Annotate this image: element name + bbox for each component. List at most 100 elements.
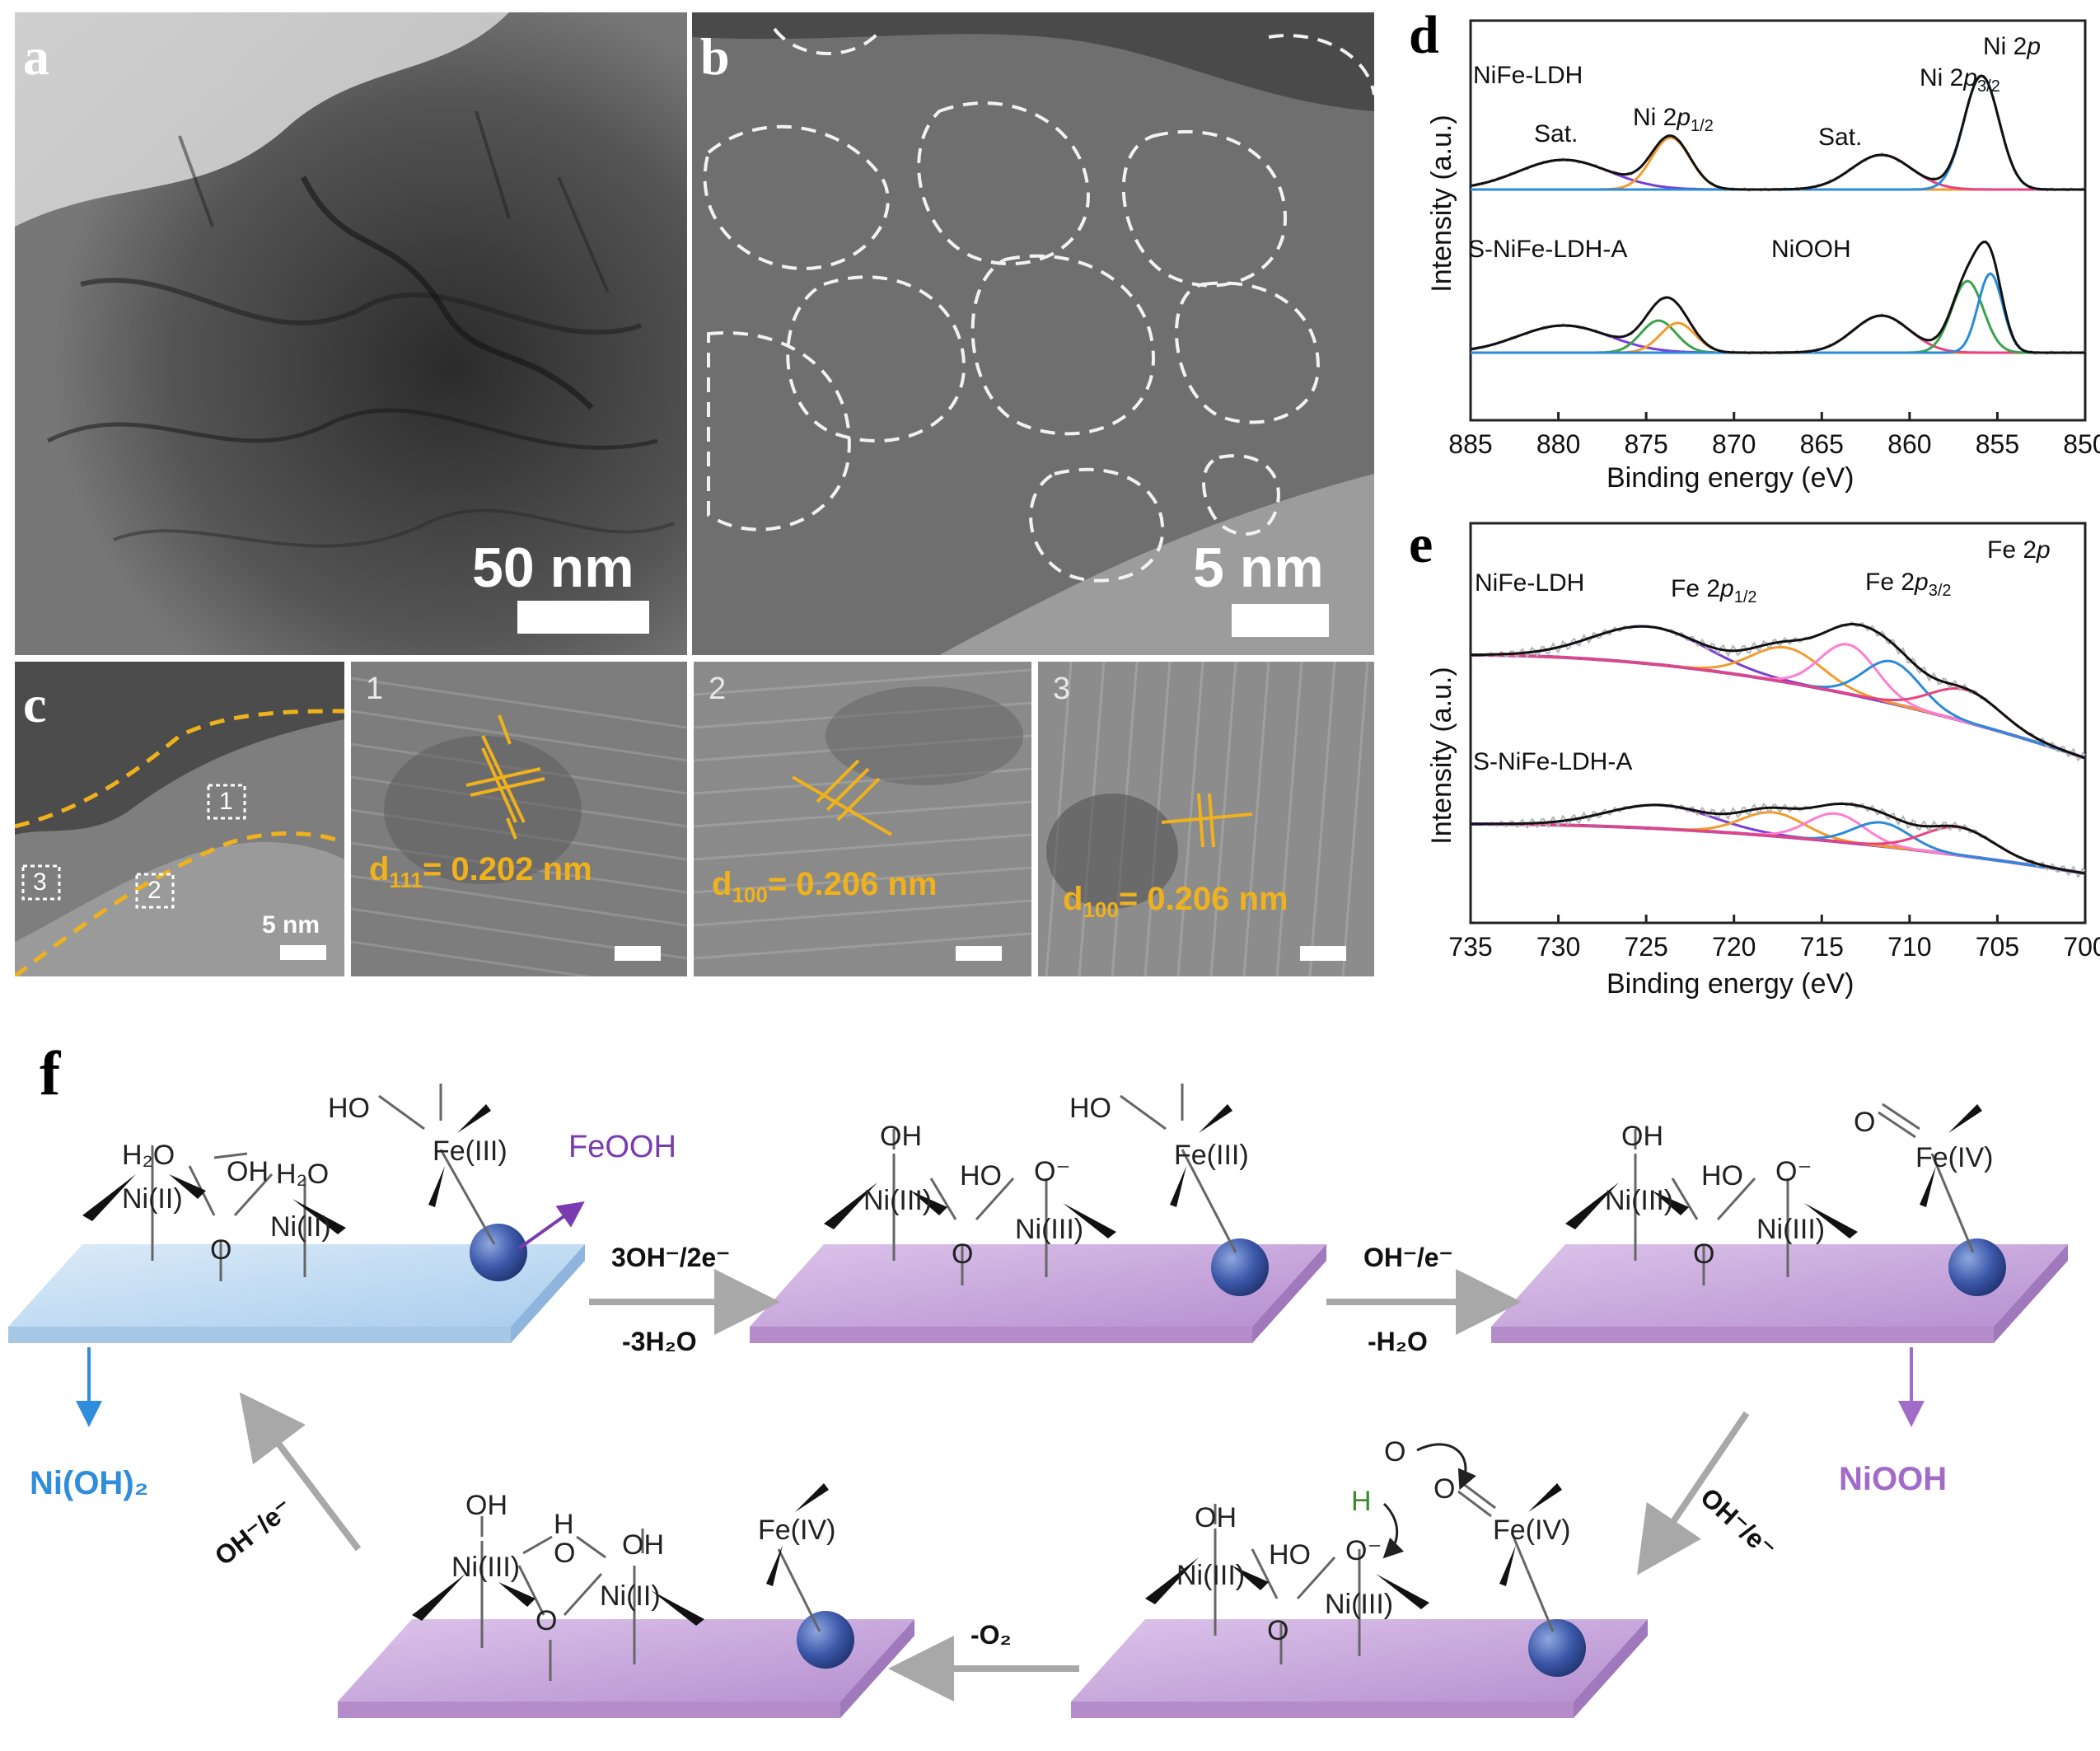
chart-d-bottom-component-5 xyxy=(1471,272,2085,354)
inset-number-2: 2 xyxy=(709,672,727,706)
x-tick-label-1: 880 xyxy=(1536,429,1580,459)
s3-ni2: Ni(III) xyxy=(1756,1214,1826,1245)
x-tick-label-3: 720 xyxy=(1712,932,1756,962)
scale-bar-c xyxy=(280,945,326,960)
xps-plot-d: 885 880 875 870 865 860 855 850 xyxy=(1448,19,2100,459)
s4-ni1: Ni(III) xyxy=(1176,1560,1246,1591)
arrow-4-label: -O₂ xyxy=(970,1620,1012,1650)
p12-sub-d: 1/2 xyxy=(1691,117,1714,135)
chart-e-bottom-component-3 xyxy=(1471,821,2086,875)
wedges-s3 xyxy=(1565,1104,1982,1238)
s1-o: O xyxy=(210,1234,232,1266)
x-tick-label-2: 875 xyxy=(1624,429,1667,459)
chart-e-bottom-envelope xyxy=(1470,803,2086,875)
p12-main-e: Fe 2 xyxy=(1671,575,1721,602)
niooh-label-d: NiOOH xyxy=(1771,236,1851,263)
chart-d-bottom-component-2 xyxy=(1471,321,2085,354)
hrtem-inset-3: 3 d100= 0.206 nm xyxy=(1038,662,1374,976)
wedges-s2 xyxy=(824,1104,1232,1238)
tem-panel-b: b 5 nm xyxy=(692,12,1374,655)
bonds-s3 xyxy=(1634,1103,1975,1285)
s3-ni1: Ni(III) xyxy=(1605,1185,1674,1216)
s4-h: H xyxy=(1351,1486,1372,1517)
scale-bar-b xyxy=(1232,604,1329,637)
x-tick-label-2: 725 xyxy=(1624,932,1667,962)
s5-o: O xyxy=(536,1605,558,1636)
xps-chart-d: d Intensity (a.u.) 885 880 875 870 865 860 855… xyxy=(1392,0,2100,503)
p32-italic-e: p xyxy=(1915,569,1929,596)
x-tick-label-0: 885 xyxy=(1448,429,1492,459)
tem-image-c xyxy=(15,662,344,976)
bonds-s2 xyxy=(892,1084,1237,1285)
plate-3 xyxy=(1491,1244,2068,1343)
s2-fe: Fe(III) xyxy=(1174,1140,1249,1171)
s2-ni2: Ni(III) xyxy=(1015,1214,1084,1245)
p32-italic-d: p xyxy=(1963,64,1978,91)
box-label-1: 1 xyxy=(219,788,233,815)
xlabel-e: Binding energy (eV) xyxy=(1607,968,1854,1000)
s1-ni1: Ni(II) xyxy=(122,1183,183,1215)
x-tick-label-7: 700 xyxy=(2063,932,2100,962)
label-nioh2: Ni(OH)₂ xyxy=(30,1465,149,1501)
d-index-2: 100 xyxy=(732,883,768,907)
s5-ni2: Ni(II) xyxy=(600,1580,661,1612)
inset-spacing-1: d111= 0.202 nm xyxy=(369,851,592,891)
p32-sub-d: 3/2 xyxy=(1977,77,2000,96)
hrtem-inset-2: 2 d100= 0.206 nm xyxy=(694,662,1031,976)
curved-arrows-s4 xyxy=(1382,1443,1476,1559)
fe-sphere-1 xyxy=(470,1224,527,1281)
series-label-bottom-e: S-NiFe-LDH-A xyxy=(1473,748,1633,775)
scale-bar-label-c: 5 nm xyxy=(262,911,320,939)
chart-d-bottom-envelope xyxy=(1470,240,2085,354)
plate-1 xyxy=(8,1244,585,1343)
chart-d-bottom-component-0 xyxy=(1470,324,2085,354)
fe-sphere-4 xyxy=(1528,1619,1586,1677)
d-index-1: 111 xyxy=(389,868,423,892)
s2-ni1: Ni(III) xyxy=(863,1185,933,1216)
s4-o: O xyxy=(1267,1615,1289,1646)
s1-fe: Fe(III) xyxy=(433,1135,507,1167)
tem-panel-c: c 1 2 3 5 nm xyxy=(15,662,344,976)
corner-italic-d: p xyxy=(2027,33,2042,60)
xps-chart-e: e Intensity (a.u.) 735 730 725 720 715 710 705… xyxy=(1392,503,2100,1005)
fe-sphere-3 xyxy=(1948,1238,2006,1296)
sat-label-1-d: Sat. xyxy=(1534,120,1579,147)
xps-plot-e: 735 730 725 720 715 710 705 700 xyxy=(1448,522,2100,962)
s1-h2o-b: H₂O xyxy=(276,1159,330,1190)
panel-label-c: c xyxy=(23,675,47,733)
panel-label-e: e xyxy=(1409,514,1434,574)
arrow-1-top: 3OH⁻/2e⁻ xyxy=(611,1243,731,1272)
tem-image-a xyxy=(15,12,687,655)
scale-bar-label-a: 50 nm xyxy=(472,536,634,599)
x-tick-label-0: 735 xyxy=(1448,932,1492,962)
wedges-s5 xyxy=(412,1483,829,1626)
panel-label-a: a xyxy=(23,27,49,86)
x-tick-label-3: 870 xyxy=(1712,429,1756,459)
corner-label-d: Ni 2p xyxy=(1983,35,2041,59)
plate-2 xyxy=(750,1244,1326,1343)
p32-sub-e: 3/2 xyxy=(1928,582,1952,600)
x-tick-label-6: 705 xyxy=(1976,932,2019,962)
p32-label-e: Fe 2p3/2 xyxy=(1865,569,1952,600)
d-symbol-1: d xyxy=(369,851,390,887)
panel-label-f: f xyxy=(40,1039,61,1108)
bonds-s5 xyxy=(480,1516,821,1681)
s3-fe: Fe(IV) xyxy=(1915,1142,1994,1173)
x-tick-label-4: 715 xyxy=(1800,932,1844,962)
tem-image-b xyxy=(692,12,1374,655)
p12-sub-e: 1/2 xyxy=(1733,588,1757,606)
d-value-1: = 0.202 nm xyxy=(422,851,592,887)
s5-h: H xyxy=(554,1509,574,1540)
panel-label-d: d xyxy=(1409,5,1439,65)
s4-o-top: O xyxy=(1384,1436,1406,1468)
feooh-arrow xyxy=(517,1201,585,1250)
arrow-1-bottom: -3H₂O xyxy=(622,1327,697,1356)
scale-bar-inset-2 xyxy=(956,946,1002,961)
bonds-s1 xyxy=(151,1084,496,1281)
s3-ominus: O⁻ xyxy=(1775,1156,1812,1187)
s2-ho: HO xyxy=(1069,1093,1111,1124)
x-tick-label-6: 855 xyxy=(1976,429,2019,459)
scale-bar-inset-1 xyxy=(615,946,661,961)
s4-ominus: O⁻ xyxy=(1345,1535,1382,1566)
s5-oh2: OH xyxy=(622,1529,664,1561)
